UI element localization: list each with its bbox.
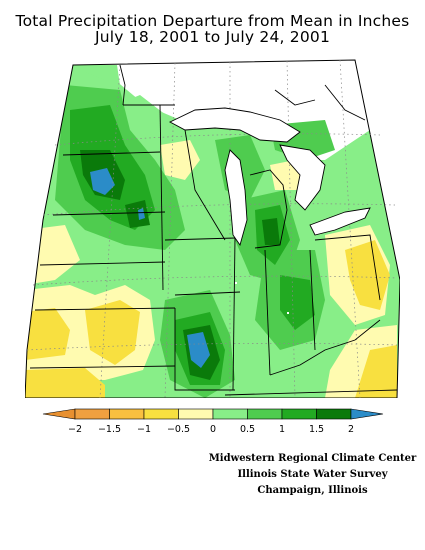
legend-tick-label: 1 [279,424,285,435]
legend-labels: −2 −1.5 −1 −0.5 0 0.5 1 1.5 2 [68,424,354,435]
legend-swatch [247,408,283,420]
southeast-yellow [355,345,397,398]
kansas-yellow [85,300,140,365]
michigan-darkest-green [262,218,280,245]
missouri-blue [187,332,210,368]
far-west-yellow [25,308,70,360]
legend-tick-label: 2 [348,424,354,435]
state-boundaries [29,64,398,396]
map-title-line-2: July 18, 2001 to July 24, 2001 [94,28,331,46]
legend-tick-label: −2 [68,424,82,435]
legend-swatch [178,408,214,420]
legend-tick-label: 1.5 [309,424,324,435]
graticule [26,59,398,398]
credit-text-3: Champaign, Illinois [257,485,368,496]
legend-tick-label: 0 [210,424,216,435]
color-legend: −2 −1.5 −1 −0.5 0 0.5 1 1.5 2 [42,408,384,435]
dakota-darkest-green [125,200,150,228]
credit-text-2: Illinois State Water Survey [237,469,388,480]
north-dakota-blue [90,168,115,195]
map-title-line-1: Total Precipitation Departure from Mean … [15,12,410,30]
dakota-blue-dot [138,208,145,220]
indiana-dark-green [280,275,315,330]
north-green-patch [73,65,120,85]
minnesota-yellow-patch [160,140,200,180]
north-shore-green [115,95,245,130]
legend-arrow-left [42,408,76,420]
legend-swatch [281,408,317,420]
credit-line-3: Champaign, Illinois [0,485,425,496]
station-marker [287,312,289,314]
map-projection-border [25,59,400,398]
credit-line-2: Illinois State Water Survey [0,469,425,480]
legend-swatch [143,408,179,420]
sw-corner-yellow [25,368,105,398]
credit-line-1: Midwestern Regional Climate Center [0,453,425,464]
legend-swatch [109,408,145,420]
legend-tick-label: −1 [137,424,151,435]
credit-text-1: Midwestern Regional Climate Center [208,453,417,464]
legend-tick-label: −1.5 [98,424,121,435]
legend-arrow-right [350,408,384,420]
legend-swatch [316,408,352,420]
precipitation-departure-map [25,59,400,398]
legend-tick-label: 0.5 [240,424,255,435]
legend-tick-label: −0.5 [167,424,190,435]
legend-swatch [74,408,110,420]
legend-swatch [212,408,248,420]
legend-bar [42,408,384,420]
station-marker [235,282,237,284]
